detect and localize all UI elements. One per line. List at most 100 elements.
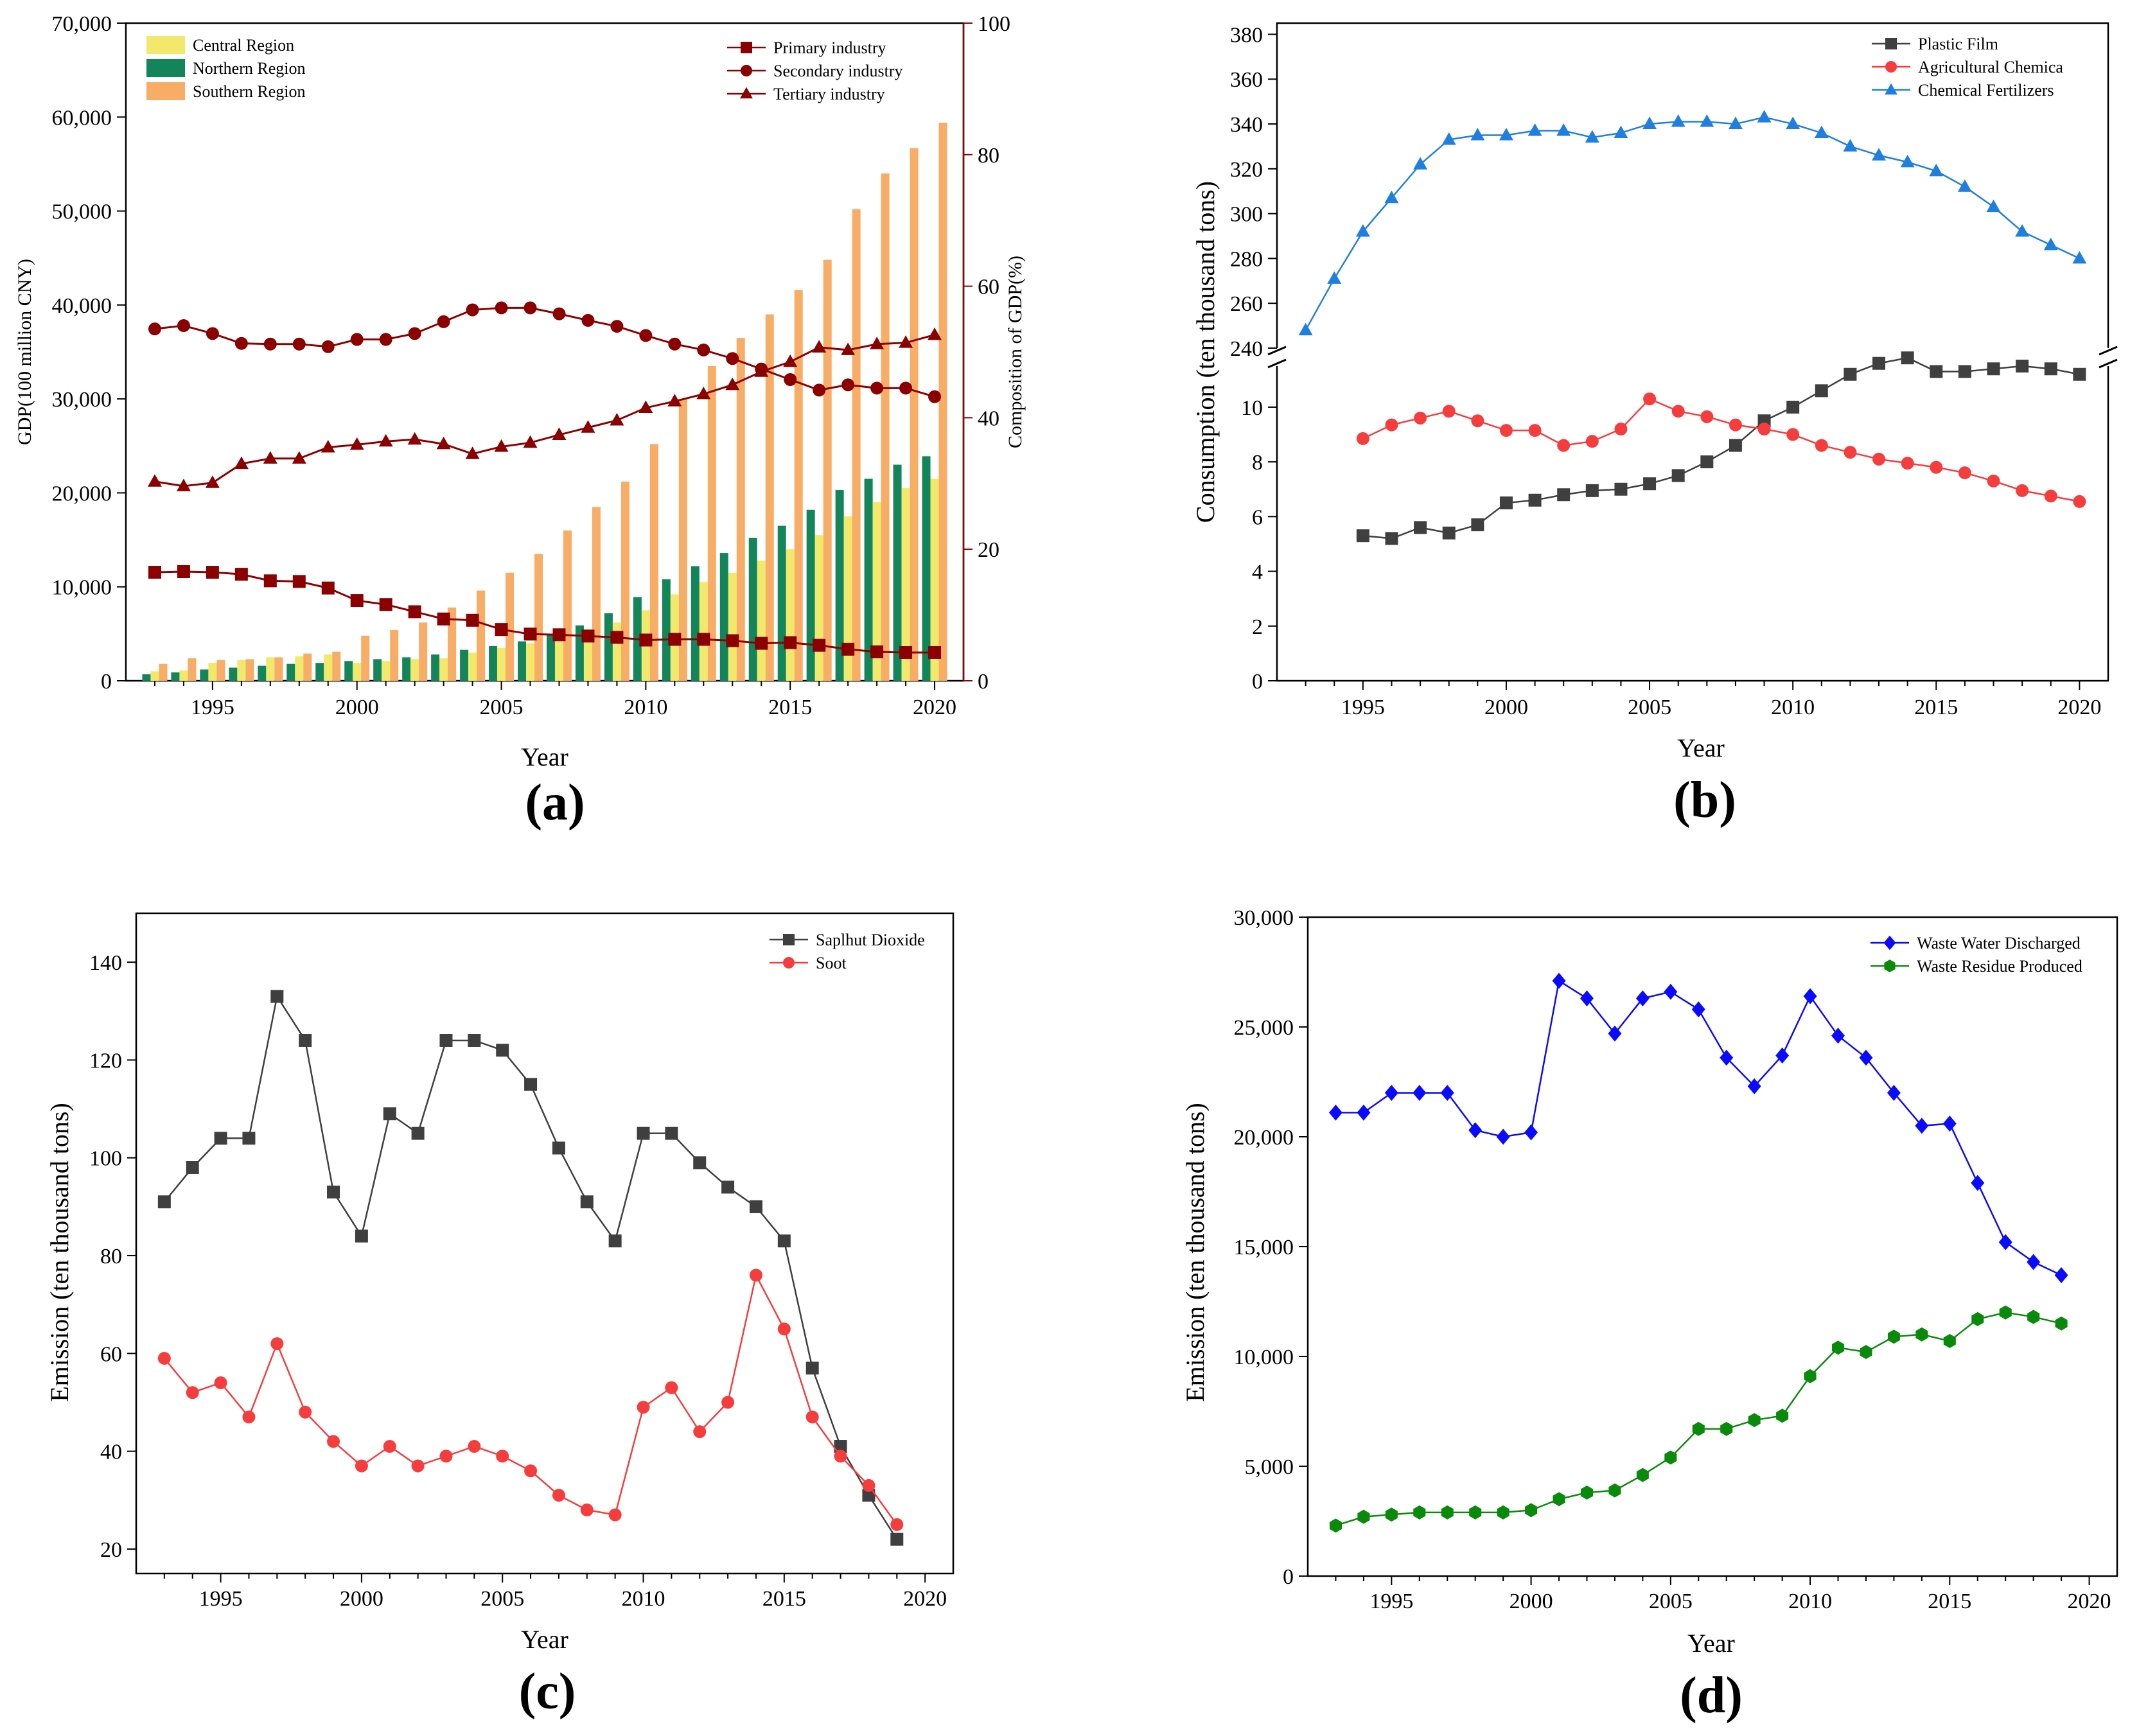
point-plastic-film [1930, 365, 1943, 378]
point-saplhut-dioxide [777, 1234, 791, 1248]
y-tick-label: 8 [1252, 451, 1263, 475]
bar-southern-region [794, 290, 803, 681]
panel-a-legend-lines: Primary industry Secondary industry Tertia… [727, 39, 902, 103]
legend-marker [783, 934, 795, 945]
point-primary-industry [524, 627, 537, 641]
point-chemical-fertilizers [1786, 116, 1800, 130]
point-agricultural-chemica [1528, 424, 1542, 437]
bar-northern-region [835, 490, 844, 681]
panel-d-y-axis-label: Emission (ten thousand tons) [1181, 1103, 1210, 1402]
point-primary-industry [870, 645, 884, 658]
legend-marker [1885, 38, 1897, 49]
panel-b-x-axis-label: Year [1677, 733, 1725, 762]
bar-southern-region [477, 590, 486, 681]
point-tertiary-industry [581, 420, 595, 433]
point-waste-water-discharged [1803, 988, 1817, 1004]
bar-southern-region [303, 653, 312, 681]
y-tick-label: 280 [1230, 247, 1263, 271]
point-agricultural-chemica [1643, 392, 1657, 406]
bar-northern-region [719, 553, 728, 681]
panel-b-frame-bottom [1276, 366, 2109, 682]
legend-marker [1884, 960, 1896, 972]
point-saplhut-dioxide [665, 1127, 678, 1140]
bar-central-region [237, 660, 246, 681]
x-tick-label: 2000 [1484, 696, 1528, 719]
bar-northern-region [922, 456, 931, 681]
point-secondary-industry [524, 301, 537, 315]
point-saplhut-dioxide [214, 1132, 227, 1145]
point-chemical-fertilizers [1872, 148, 1887, 161]
bar-southern-region [765, 314, 774, 681]
panel-b-y-axis-label: Consumption (ten thousand tons) [1191, 181, 1220, 523]
bar-southern-region [938, 123, 947, 681]
panel-a-y-ticks: 0 10,000 20,000 30,000 40,000 50,000 60,000 70,… [52, 12, 126, 694]
line-primary-industry [154, 570, 935, 654]
point-primary-industry [841, 642, 855, 656]
point-waste-water-discharged [1496, 1128, 1510, 1145]
point-chemical-fertilizers [1614, 125, 1628, 138]
x-tick-label: 2020 [913, 696, 956, 719]
point-chemical-fertilizers [1355, 224, 1370, 237]
point-secondary-industry [495, 301, 508, 315]
point-waste-residue-produced [1357, 1509, 1370, 1524]
y-tick-label: 140 [89, 951, 122, 975]
point-soot [355, 1459, 368, 1473]
point-waste-water-discharged [1524, 1124, 1538, 1141]
y-tick-label: 300 [1230, 203, 1263, 227]
point-soot [157, 1351, 171, 1365]
panel-b-lines [1298, 110, 2087, 545]
point-secondary-industry [321, 340, 335, 353]
point-secondary-industry [350, 333, 364, 346]
point-plastic-film [1471, 518, 1484, 532]
y-tick-label: 2 [1252, 615, 1263, 639]
point-tertiary-industry [610, 412, 624, 426]
y-tick-label: 70,000 [52, 12, 112, 36]
point-primary-industry [784, 636, 797, 649]
bar-northern-region [691, 566, 700, 681]
panel-a-x-ticks: 1995 2000 2005 2010 2015 2020 [154, 681, 956, 719]
point-agricultural-chemica [1844, 446, 1857, 459]
panel-c-y-ticks: 20 40 60 80 100 120 140 [89, 951, 136, 1562]
bar-northern-region [200, 669, 209, 681]
point-primary-industry [148, 566, 161, 579]
point-waste-residue-produced [1831, 1340, 1845, 1355]
line-chemical-fertilizers [1305, 116, 2080, 331]
point-chemical-fertilizers [1814, 125, 1829, 138]
panel-d-x-axis-label: Year [1687, 1629, 1735, 1658]
point-secondary-industry [697, 343, 710, 356]
point-tertiary-industry [292, 451, 306, 464]
point-chemical-fertilizers [1327, 271, 1342, 284]
bar-southern-region [419, 622, 428, 681]
panel-b-axis-break-left [1267, 346, 1287, 369]
point-agricultural-chemica [1872, 452, 1886, 466]
point-secondary-industry [177, 319, 190, 333]
point-soot [496, 1450, 509, 1463]
point-waste-water-discharged [2054, 1267, 2068, 1283]
point-primary-industry [350, 594, 364, 608]
point-chemical-fertilizers [1957, 179, 1972, 192]
bar-northern-region [546, 635, 555, 681]
bar-northern-region [748, 538, 757, 681]
y-tick-label: 0 [1252, 670, 1263, 694]
point-saplhut-dioxide [749, 1200, 762, 1213]
point-waste-residue-produced [1915, 1327, 1928, 1342]
y-tick-label: 340 [1230, 113, 1263, 137]
point-saplhut-dioxide [242, 1132, 256, 1145]
bar-northern-region [604, 613, 613, 681]
bar-southern-region [534, 554, 543, 681]
point-chemical-fertilizers [1441, 132, 1456, 145]
y-tick-label: 60 [100, 1342, 122, 1366]
point-saplhut-dioxide [299, 1033, 312, 1047]
point-waste-water-discharged [1971, 1175, 1985, 1191]
point-secondary-industry [148, 322, 161, 336]
y-tick-label: 50,000 [52, 200, 112, 224]
y-tick-label: 10 [1241, 396, 1263, 420]
point-tertiary-industry [783, 354, 798, 367]
point-secondary-industry [784, 373, 797, 387]
bar-southern-region [361, 635, 370, 681]
x-tick-label: 2000 [335, 696, 379, 719]
point-plastic-film [1385, 532, 1398, 545]
point-waste-residue-produced [1497, 1505, 1509, 1520]
y-tick-label: 80 [978, 144, 999, 168]
